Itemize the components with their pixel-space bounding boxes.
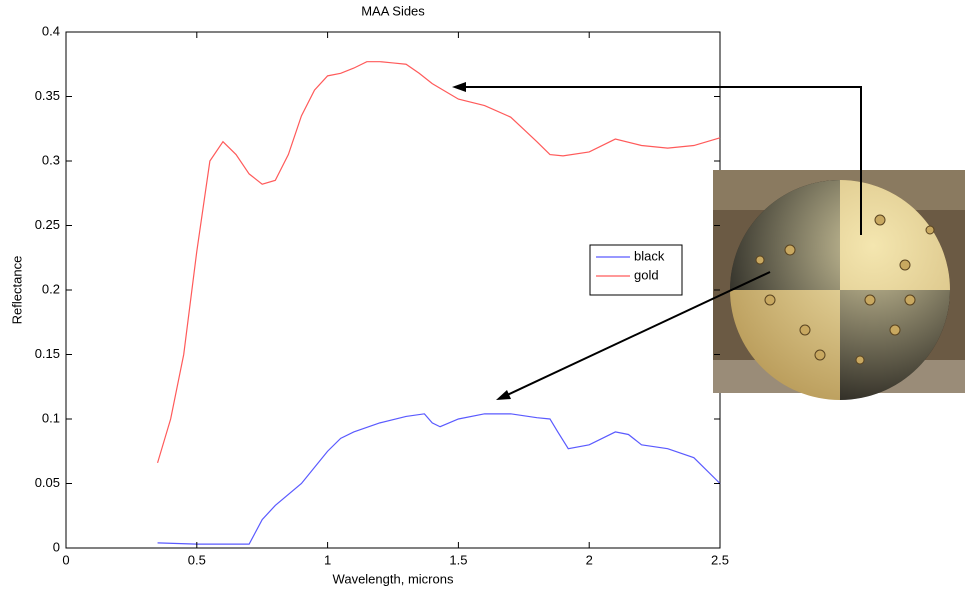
arrowhead bbox=[452, 82, 466, 92]
legend-label: gold bbox=[634, 267, 659, 282]
sphere-shine bbox=[730, 180, 950, 400]
y-tick-label: 0.2 bbox=[42, 281, 60, 296]
arrows bbox=[462, 86, 862, 397]
y-tick-label: 0.15 bbox=[35, 346, 60, 361]
x-tick-label: 0.5 bbox=[188, 552, 206, 567]
arrowhead bbox=[496, 390, 511, 400]
y-tick-label: 0.3 bbox=[42, 152, 60, 167]
y-tick-label: 0.05 bbox=[35, 475, 60, 490]
lines bbox=[156, 61, 721, 545]
arrow-line bbox=[462, 86, 862, 235]
data-line bbox=[157, 413, 721, 545]
x-tick-label: 1 bbox=[324, 552, 331, 567]
photo bbox=[713, 170, 965, 400]
x-tick-label: 2.5 bbox=[711, 552, 729, 567]
x-axis-label: Wavelength, microns bbox=[333, 571, 454, 586]
y-axis-label: Reflectance bbox=[9, 256, 24, 325]
x-tick-label: 0 bbox=[62, 552, 69, 567]
y-tick-label: 0.1 bbox=[42, 410, 60, 425]
y-tick-label: 0.4 bbox=[42, 23, 60, 38]
legend-label: black bbox=[634, 248, 665, 263]
chart-title: MAA Sides bbox=[361, 3, 425, 18]
y-tick-label: 0.35 bbox=[35, 88, 60, 103]
arrow-line bbox=[504, 271, 771, 397]
y-tick-label: 0.25 bbox=[35, 217, 60, 232]
x-tick-label: 1.5 bbox=[449, 552, 467, 567]
data-line bbox=[156, 61, 721, 464]
legend-box bbox=[589, 244, 683, 296]
x-tick-label: 2 bbox=[586, 552, 593, 567]
sphere-dots bbox=[755, 214, 935, 365]
y-tick-label: 0 bbox=[53, 539, 60, 554]
